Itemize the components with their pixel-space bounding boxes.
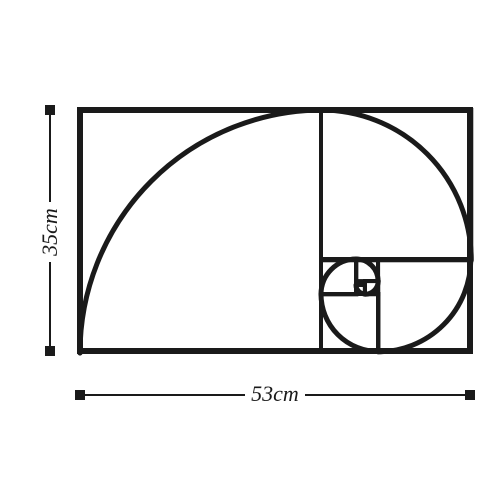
height-dimension-label: 35cm [37,202,63,262]
width-dimension-label: 53cm [245,381,305,407]
golden-ratio-diagram [0,0,500,500]
